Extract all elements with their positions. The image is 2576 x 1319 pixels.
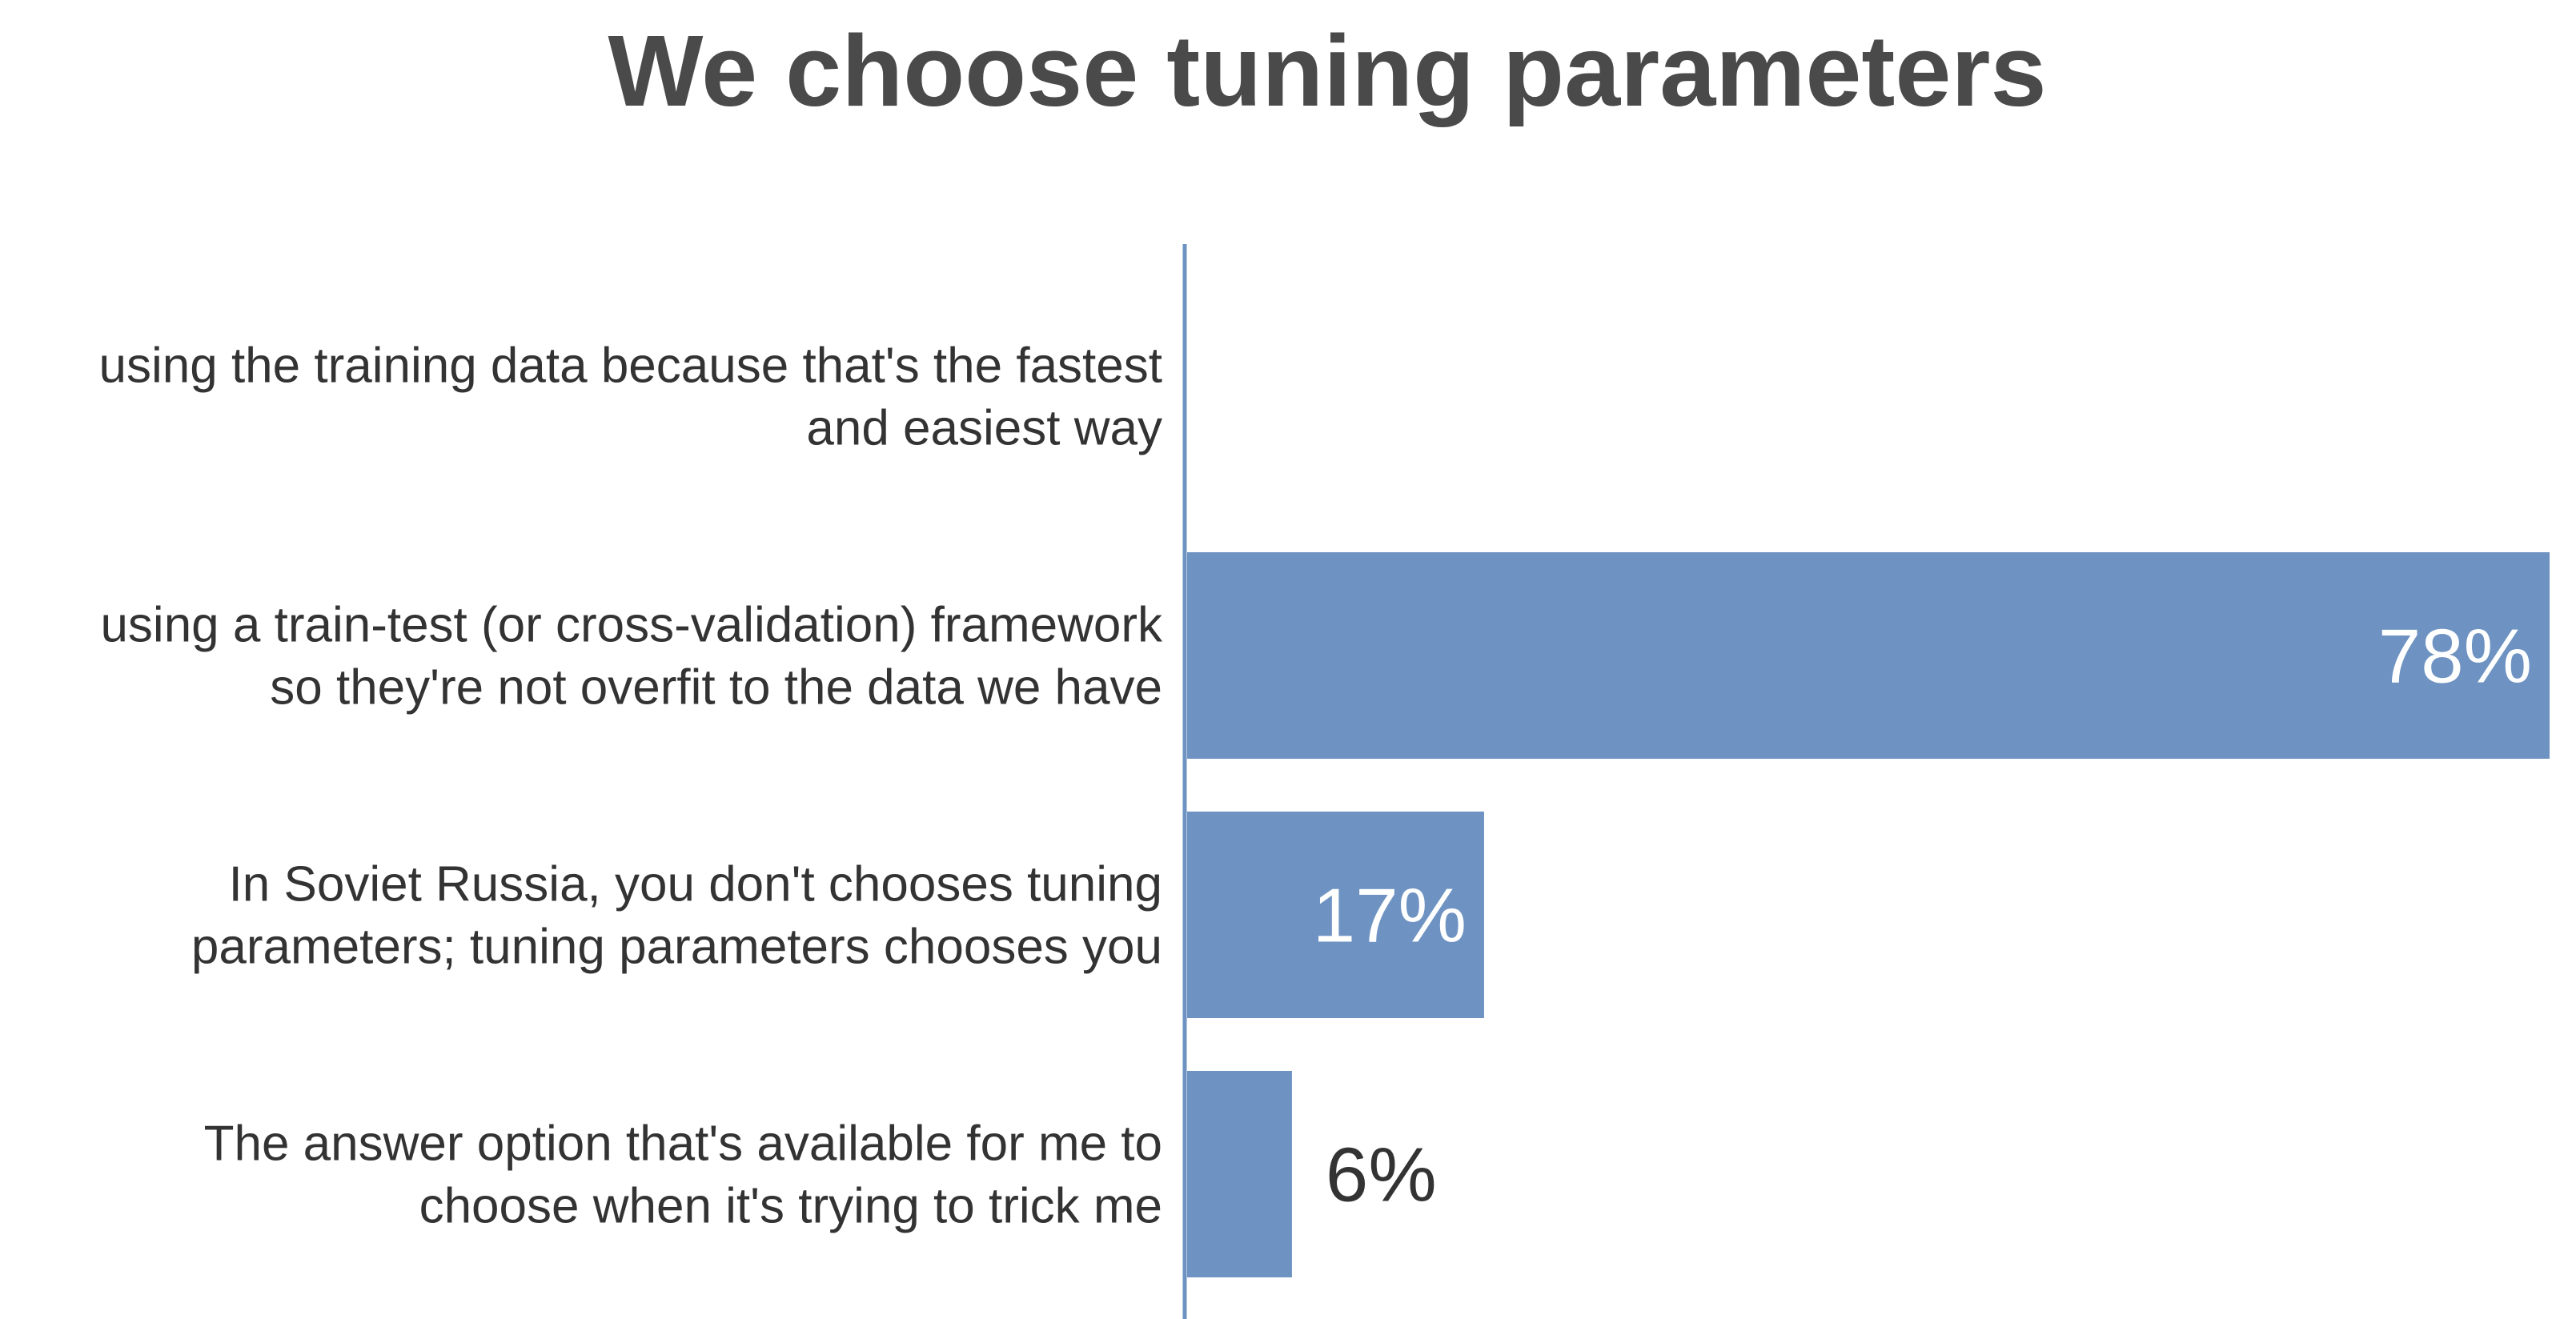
- category-label: In Soviet Russia, you don't chooses tuni…: [191, 857, 1162, 975]
- bar: [1187, 812, 1484, 1018]
- chart-title: We choose tuning parameters: [608, 14, 2046, 127]
- bar: [1187, 1071, 1292, 1277]
- category-label: using a train-test (or cross-validation)…: [100, 598, 1163, 716]
- data-label: 6%: [1326, 1133, 1437, 1218]
- bar: [1187, 552, 2550, 759]
- category-label: The answer option that's available for m…: [204, 1117, 1162, 1234]
- category-label: using the training data because that's t…: [99, 339, 1163, 456]
- data-label: 78%: [2378, 614, 2532, 700]
- data-label: 17%: [1313, 873, 1467, 959]
- bars-layer: using the training data because that's t…: [99, 339, 2550, 1277]
